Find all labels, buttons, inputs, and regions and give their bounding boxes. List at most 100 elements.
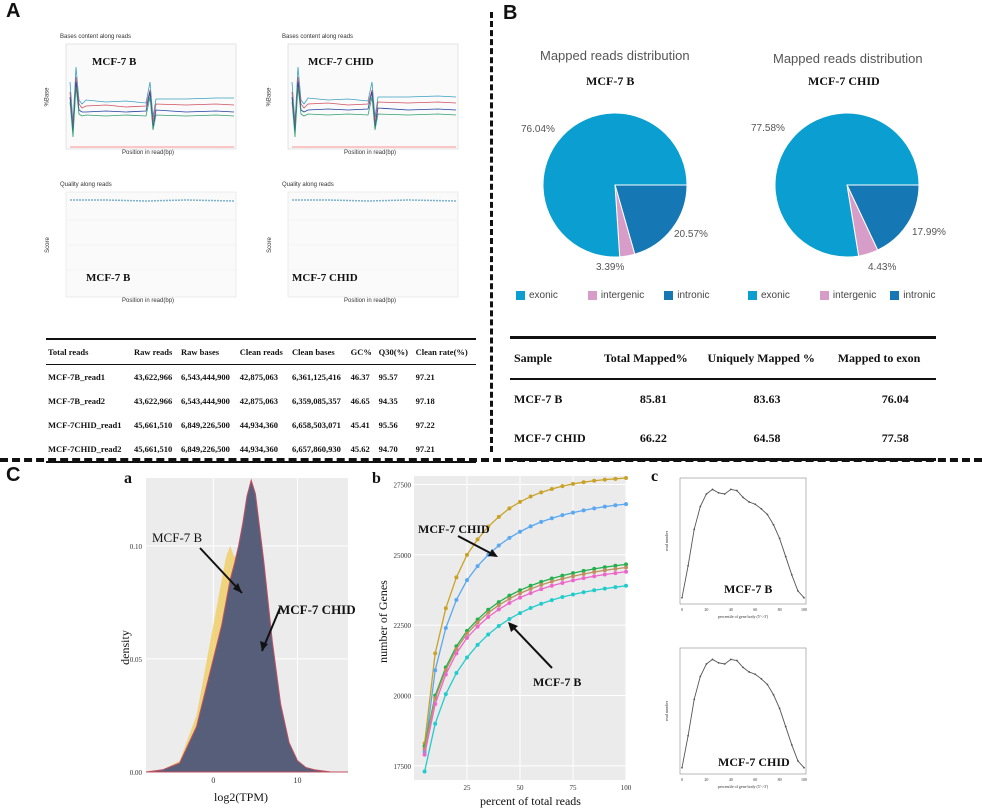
saturation-point <box>571 578 575 583</box>
subpanel-letter-c: c <box>651 468 659 485</box>
pie-title-chid: Mapped reads distribution <box>773 51 923 66</box>
saturation-point <box>602 504 607 509</box>
saturation-point <box>528 606 533 611</box>
x-axis-label: percentile of gene body (5'->3') <box>718 784 769 789</box>
legend-label: intergenic <box>600 290 645 301</box>
saturation-point <box>592 588 597 593</box>
saturation-ylabel: number of Genes <box>375 580 390 663</box>
coverage-point <box>797 589 799 592</box>
table-header: Mapped to exon <box>833 336 936 380</box>
saturation-point <box>613 563 618 568</box>
bases-content-plot-chid: Bases content along reads Position in re… <box>267 34 464 156</box>
y-axis-label: read number <box>664 530 669 551</box>
table-cell: 45,661,510 <box>132 437 180 463</box>
pie-label-exonic-chid: 77.58% <box>751 123 785 134</box>
density-area-1 <box>145 478 348 773</box>
coverage-point <box>760 507 763 510</box>
table-cell: 45,661,510 <box>134 420 173 430</box>
coverage-point <box>723 493 726 495</box>
table-header: Uniquely Mapped % <box>703 336 834 380</box>
table-cell: 85.81 <box>639 392 667 406</box>
table-cell: 77.58 <box>833 419 936 461</box>
saturation-point <box>581 508 586 513</box>
coverage-point <box>784 555 787 558</box>
saturation-point <box>549 516 554 521</box>
coverage-point <box>748 501 750 503</box>
plot-frame <box>679 647 807 775</box>
coverage-point <box>748 671 750 673</box>
saturation-point <box>613 503 618 508</box>
y-tick-label: 0.05 <box>130 656 143 664</box>
table-cell: 94.35 <box>378 396 398 406</box>
saturation-point <box>571 571 575 576</box>
coverage-point <box>711 488 714 491</box>
saturation-point <box>465 552 469 557</box>
table-cell: 44,934,360 <box>237 437 290 463</box>
saturation-point <box>486 615 491 620</box>
table-cell: MCF-7 CHID <box>510 419 600 461</box>
saturation-point <box>518 595 522 600</box>
x-tick-label: 0 <box>681 607 683 612</box>
saturation-point <box>507 593 512 598</box>
saturation-point <box>592 569 597 574</box>
table-cell: 95.56 <box>378 420 398 430</box>
saturation-point <box>592 478 597 483</box>
plot-sample-label: MCF-7 B <box>92 56 137 68</box>
table-cell: 6,361,125,416 <box>291 372 341 382</box>
quality-plot-chid: Quality along reads Position in read(bp)… <box>267 182 464 304</box>
table-row: MCF-7 B 85.81 83.63 76.04 <box>510 379 936 419</box>
saturation-point <box>475 564 480 569</box>
pie-slice-exonic <box>542 112 688 258</box>
table-cell: MCF-7 B <box>514 392 563 406</box>
coverage-point <box>693 698 696 701</box>
saturation-point <box>518 591 522 596</box>
density-annotation-chid: MCF-7 CHID <box>278 602 356 617</box>
saturation-point <box>592 574 597 579</box>
mapping-stats-table: Sample Total Mapped% Uniquely Mapped % M… <box>510 336 936 461</box>
table-row: MCF-7B_read2 43,622,966 6,543,444,900 42… <box>46 389 476 413</box>
saturation-point <box>528 586 533 591</box>
saturation-point <box>454 575 459 580</box>
coverage-point <box>681 766 683 769</box>
table-row: MCF-7 CHID 66.22 64.58 77.58 <box>510 419 936 461</box>
x-tick-label: 100 <box>801 777 807 782</box>
coverage-point <box>742 666 744 669</box>
coverage-point <box>736 659 738 662</box>
table-header: Total Mapped% <box>599 336 704 380</box>
x-tick-label: 80 <box>778 777 782 782</box>
table-cell: 97.21 <box>413 437 476 463</box>
coverage-point <box>803 766 805 769</box>
table-header: Q30(%) <box>376 338 414 365</box>
legend-chid: exonic intergenic intronic <box>748 290 936 301</box>
saturation-point <box>518 588 522 593</box>
pie-chart-b <box>542 112 688 258</box>
saturation-point <box>422 769 427 774</box>
saturation-point <box>465 655 469 660</box>
table-cell: 6,359,085,357 <box>291 396 341 406</box>
coverage-point <box>681 596 683 599</box>
saturation-point <box>422 752 427 757</box>
coverage-point <box>705 493 708 495</box>
saturation-point <box>465 631 469 636</box>
saturation-point <box>560 573 565 578</box>
table-cell: 97.22 <box>415 420 435 430</box>
saturation-point <box>539 579 544 584</box>
coverage-point <box>754 503 757 506</box>
saturation-point <box>475 620 480 625</box>
table-cell: 43,622,966 <box>134 372 173 382</box>
saturation-point <box>549 598 554 603</box>
x-tick-label: 60 <box>753 777 757 782</box>
pie-slice-intronic <box>846 184 920 251</box>
coverage-point <box>699 675 702 678</box>
reads-stats-table: Total reads Raw reads Raw bases Clean re… <box>46 338 476 463</box>
saturation-point <box>549 486 554 491</box>
table-cell: 6,543,444,900 <box>181 396 230 406</box>
density-ylabel: density <box>117 630 132 665</box>
table-header: Raw bases <box>179 338 238 365</box>
saturation-point <box>549 576 554 581</box>
saturation-point <box>624 475 628 480</box>
saturation-point <box>539 490 544 495</box>
saturation-point <box>571 510 575 515</box>
saturation-point <box>507 600 512 605</box>
saturation-point <box>528 591 533 596</box>
